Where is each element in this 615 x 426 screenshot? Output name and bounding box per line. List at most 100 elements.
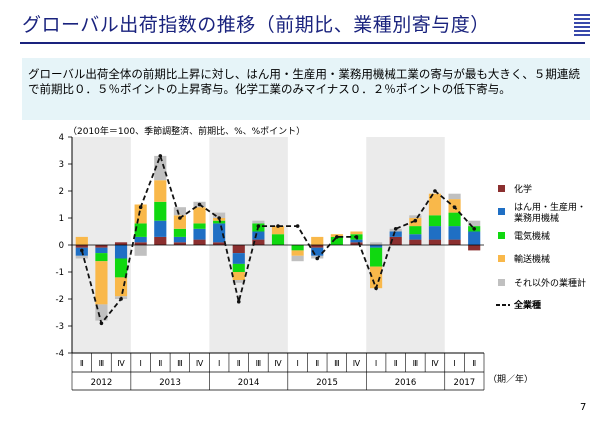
legend-label: 電気機械: [514, 230, 550, 242]
quarter-label: Ⅰ: [296, 359, 298, 368]
bar-segment: [409, 234, 422, 240]
bar-segment: [232, 263, 245, 272]
bar-segment: [75, 236, 88, 245]
bar-segment: [114, 242, 128, 245]
y-tick-label: 4: [59, 133, 64, 143]
y-tick-label: 2: [59, 187, 64, 197]
bar-segment: [252, 220, 265, 224]
total-point: [99, 321, 104, 326]
bar-segment: [291, 245, 304, 251]
total-point: [295, 224, 300, 228]
bar-segment: [409, 239, 422, 245]
quarter-label: Ⅲ: [256, 359, 262, 368]
bar-segment: [271, 234, 285, 245]
bar-segment: [173, 242, 186, 245]
bar-segment: [350, 239, 363, 243]
bar-segment: [193, 223, 206, 229]
bar-segment: [213, 242, 226, 245]
quarter-label: Ⅲ: [413, 359, 419, 368]
bar-segment: [154, 201, 167, 221]
total-point: [197, 202, 202, 207]
legend-swatch: [498, 279, 505, 286]
legend-swatch: [498, 185, 505, 192]
y-tick-label: -2: [56, 295, 64, 305]
quarter-label: Ⅱ: [158, 359, 162, 368]
total-point: [276, 224, 280, 228]
bar-segment: [213, 223, 226, 243]
bar-segment: [134, 223, 147, 237]
year-label: 2015: [316, 378, 338, 388]
bar-segment: [448, 193, 461, 200]
bar-segment: [311, 247, 324, 256]
bar-segment: [173, 215, 186, 229]
chart-unit-label: （2010年＝100、季節調整済、前期比、%、%ポイント）: [68, 125, 305, 137]
bar-segment: [114, 258, 128, 278]
bar-segment: [448, 212, 461, 227]
bar-segment: [428, 226, 442, 240]
title-underline: [20, 42, 585, 44]
bar-segment: [428, 193, 442, 216]
legend-label: 全業種: [513, 299, 541, 311]
bar-segment: [252, 239, 265, 245]
summary-text: グローバル出荷全体の前期比上昇に対し、はん用・生産用・業務用機械工業の寄与が最も…: [28, 67, 580, 96]
total-point: [374, 286, 378, 291]
quarter-label: Ⅳ: [353, 359, 361, 368]
bar-segment: [232, 280, 245, 283]
bar-segment: [468, 220, 481, 227]
bar-segment: [95, 245, 108, 248]
bar-segment: [134, 242, 147, 245]
legend-swatch: [498, 255, 505, 262]
total-line: [80, 153, 475, 326]
bar-segment: [114, 277, 128, 297]
total-point: [433, 189, 437, 193]
total-point: [393, 227, 398, 231]
quarter-label: Ⅰ: [453, 359, 455, 368]
total-point: [138, 205, 143, 209]
y-tick-label: 1: [59, 214, 64, 224]
bar-segment: [75, 255, 88, 259]
corner-decoration: [574, 14, 590, 38]
total-point: [452, 205, 457, 209]
year-label: 2014: [238, 378, 260, 388]
bar-stacks: [75, 155, 481, 321]
bar-segment: [468, 245, 481, 251]
bar-segment: [271, 226, 285, 235]
quarter-label: Ⅱ: [80, 359, 84, 368]
axis-ticks: 4 3 2 1 0 -1 -2 -3 -4 Ⅱ Ⅲ Ⅳ Ⅰ Ⅱ Ⅲ Ⅳ Ⅰ Ⅱ Ⅲ Ⅳ Ⅰ Ⅱ Ⅲ Ⅳ Ⅰ Ⅱ Ⅲ Ⅳ Ⅰ Ⅱ 2012 20…: [56, 133, 477, 388]
bar-segment: [173, 236, 186, 243]
bar-segment: [95, 304, 108, 321]
quarter-label: Ⅰ: [218, 359, 220, 368]
quarter-label: Ⅰ: [375, 359, 377, 368]
page-title: グローバル出荷指数の推移（前期比、業種別寄与度）: [22, 14, 490, 36]
bar-segment: [370, 245, 383, 248]
bar-segment: [311, 245, 324, 248]
bar-segment: [232, 253, 245, 264]
year-label: 2013: [159, 378, 181, 388]
legend-label: それ以外の業種計: [514, 277, 586, 289]
total-point: [217, 216, 221, 220]
quarter-label: Ⅳ: [117, 359, 125, 368]
quarter-label: Ⅰ: [139, 359, 141, 368]
bar-segment: [291, 255, 304, 262]
y-tick-label: -3: [56, 322, 64, 332]
quarter-label: Ⅱ: [237, 359, 241, 368]
bar-segment: [370, 242, 383, 245]
quarter-label: Ⅱ: [315, 359, 319, 368]
total-point: [119, 297, 123, 301]
bar-segment: [389, 231, 402, 237]
bar-segment: [95, 253, 108, 262]
total-point: [354, 235, 359, 239]
total-point: [236, 299, 241, 304]
bar-segment: [468, 231, 481, 245]
legend-swatch: [498, 208, 505, 215]
total-line-layer: [80, 153, 476, 326]
summary-box: [22, 58, 590, 120]
bar-segment: [350, 231, 363, 235]
axes: [71, 137, 485, 391]
bar-segment: [173, 207, 186, 216]
bar-segment: [134, 245, 147, 256]
bar-segment: [232, 245, 245, 254]
bar-segment: [409, 215, 422, 218]
